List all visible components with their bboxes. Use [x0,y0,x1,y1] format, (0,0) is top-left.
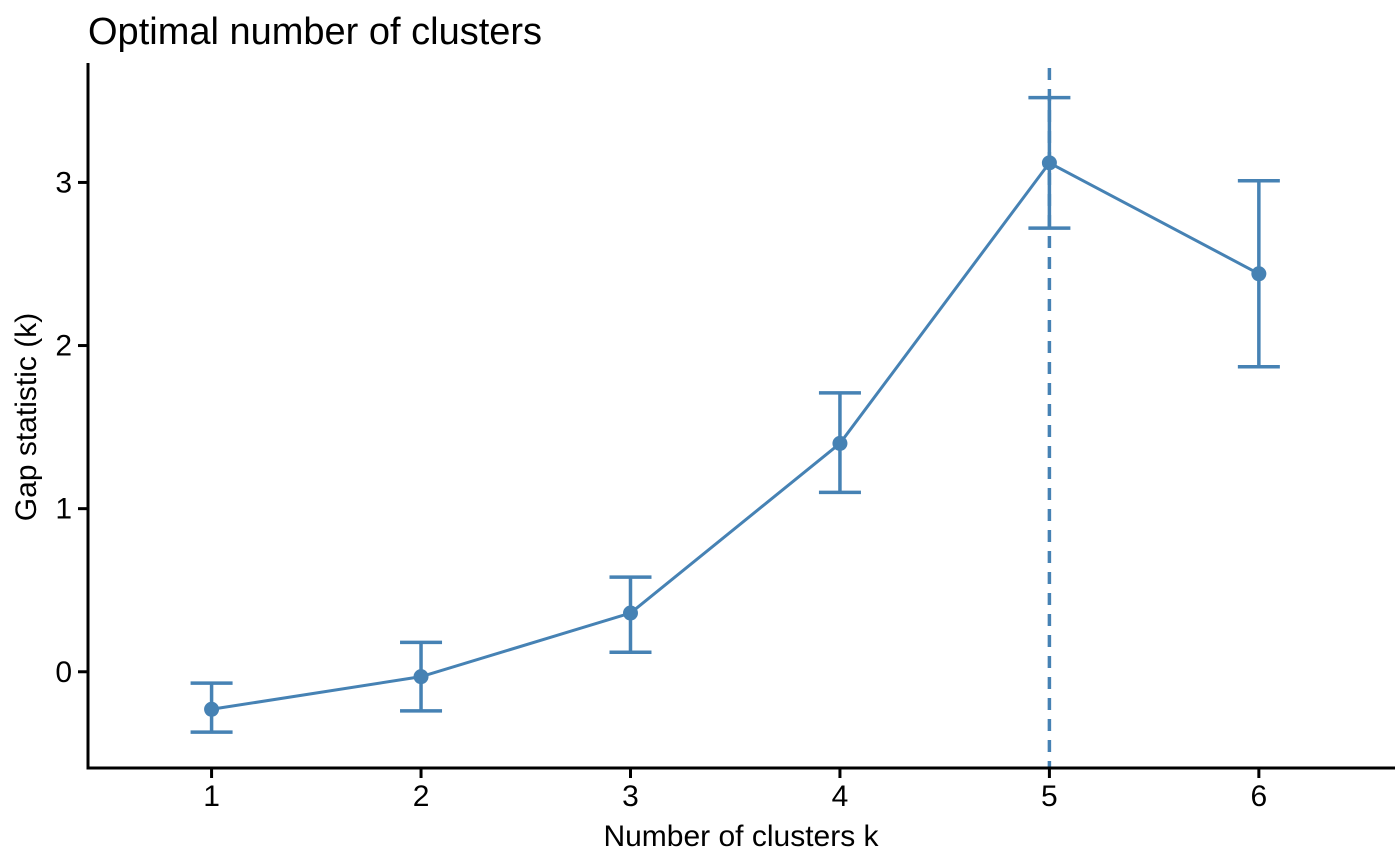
y-axis-tick-label: 0 [55,656,72,689]
gap-statistic-line [211,160,1260,711]
chart-title: Optimal number of clusters [88,11,542,53]
data-point [1041,155,1057,171]
data-point [413,669,429,685]
data-point [832,435,848,451]
x-axis-tick-label: 3 [622,780,639,813]
x-axis-tick-label: 4 [832,780,849,813]
y-axis-tick-label: 2 [55,330,72,363]
x-axis-tick-label: 1 [203,780,220,813]
data-point [204,701,220,717]
x-axis-tick-label: 5 [1041,780,1058,813]
x-axis-title: Number of clusters k [603,820,879,853]
x-axis-tick-label: 6 [1251,780,1268,813]
y-axis-tick-label: 1 [55,493,72,526]
data-point [1251,266,1267,282]
plot-layer: 1 2 3 4 5 6 0 1 2 3 [55,63,1395,813]
x-axis-tick-label: 2 [413,780,430,813]
data-point [622,605,638,621]
y-axis-tick-label: 3 [55,166,72,199]
y-axis-title: Gap statistic (k) [10,313,43,521]
